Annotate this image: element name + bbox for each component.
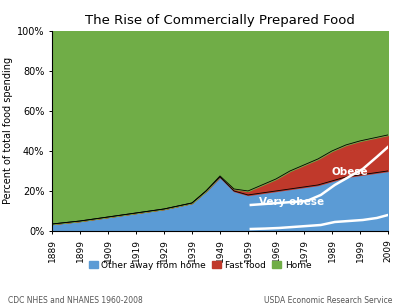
Title: The Rise of Commercially Prepared Food: The Rise of Commercially Prepared Food xyxy=(85,14,355,27)
Text: Very obese: Very obese xyxy=(259,197,324,207)
Text: Obese: Obese xyxy=(332,167,369,177)
Legend: Other away from home, Fast food, Home: Other away from home, Fast food, Home xyxy=(88,261,312,270)
Text: USDA Economic Research Service: USDA Economic Research Service xyxy=(264,296,392,305)
Y-axis label: Percent of total food spending: Percent of total food spending xyxy=(3,57,13,205)
Text: CDC NHES and NHANES 1960-2008: CDC NHES and NHANES 1960-2008 xyxy=(8,296,143,305)
